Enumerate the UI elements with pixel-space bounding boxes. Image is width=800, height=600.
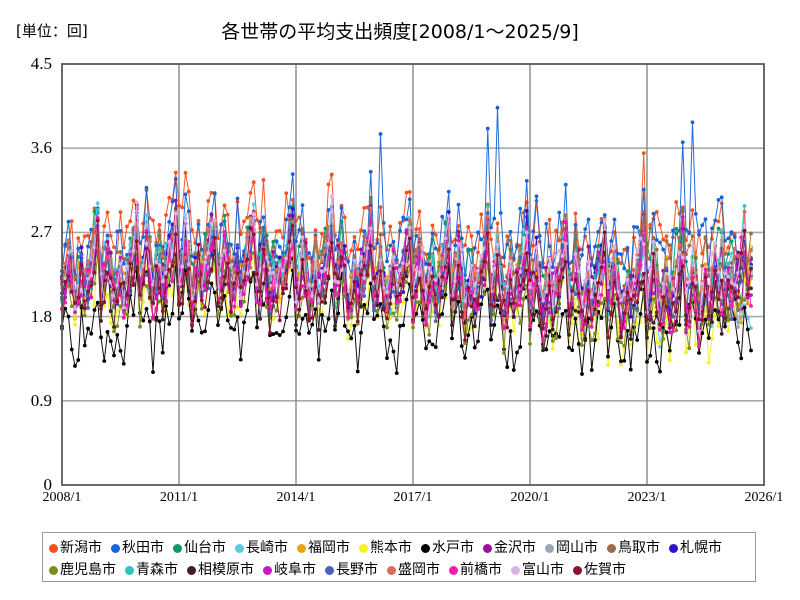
legend-marker-icon [387,565,396,575]
legend-item-前橋市[interactable]: 前橋市 [449,563,502,577]
y-tick-label: 1.8 [30,306,52,326]
legend-marker-icon [297,543,306,553]
legend-label: 札幌市 [680,540,722,556]
legend-item-長野市[interactable]: 長野市 [325,563,378,577]
legend-item-札幌市[interactable]: 札幌市 [669,541,722,555]
legend-label: 青森市 [136,562,178,578]
legend-item-佐賀市[interactable]: 佐賀市 [573,563,626,577]
legend-label: 鹿児島市 [60,562,116,578]
legend-row-2: 鹿児島市 青森市 相模原市 岐阜市 長野市 盛岡市 前橋市 富山市 佐賀市 [49,559,749,581]
legend-label: 新潟市 [60,540,102,556]
legend-marker-icon [449,565,458,575]
legend-item-青森市[interactable]: 青森市 [125,563,178,577]
legend-item-熊本市[interactable]: 熊本市 [359,541,412,555]
legend-marker-icon [573,565,582,575]
legend: 新潟市 秋田市 仙台市 長崎市 福岡市 熊本市 水戸市 金沢市 岡山市 鳥取市 札幌市 鹿児島市 青森… [42,532,756,582]
legend-label: 長野市 [336,562,378,578]
legend-marker-icon [511,565,520,575]
unit-label: [単位：回] [16,22,88,40]
legend-marker-icon [49,565,58,575]
x-tick-label: 2017/1 [393,490,433,505]
legend-marker-icon [545,543,554,553]
chart-title: 各世帯の平均支出頻度[2008/1～2025/9] [221,21,579,43]
legend-marker-icon [125,565,134,575]
x-tick-label: 2020/1 [510,490,550,505]
legend-marker-icon [111,543,120,553]
legend-marker-icon [421,543,430,553]
x-tick-label: 2026/1 [744,490,784,505]
y-tick-label: 0 [43,475,53,494]
x-tick-label: 2014/1 [276,490,316,505]
legend-item-鹿児島市[interactable]: 鹿児島市 [49,563,116,577]
legend-item-盛岡市[interactable]: 盛岡市 [387,563,440,577]
legend-item-岐阜市[interactable]: 岐阜市 [263,563,316,577]
legend-label: 岡山市 [556,540,598,556]
legend-item-富山市[interactable]: 富山市 [511,563,564,577]
legend-item-岡山市[interactable]: 岡山市 [545,541,598,555]
legend-row-1: 新潟市 秋田市 仙台市 長崎市 福岡市 熊本市 水戸市 金沢市 岡山市 鳥取市 札幌市 [49,537,749,559]
legend-marker-icon [607,543,616,553]
legend-item-相模原市[interactable]: 相模原市 [187,563,254,577]
x-tick-label: 2023/1 [627,490,667,505]
legend-label: 仙台市 [184,540,226,556]
legend-label: 水戸市 [432,540,474,556]
legend-label: 鳥取市 [618,540,660,556]
y-tick-label: 3.6 [30,138,52,158]
legend-marker-icon [173,543,182,553]
legend-label: 熊本市 [370,540,412,556]
legend-item-新潟市[interactable]: 新潟市 [49,541,102,555]
legend-item-福岡市[interactable]: 福岡市 [297,541,350,555]
legend-marker-icon [49,543,58,553]
legend-label: 相模原市 [198,562,254,578]
x-tick-label: 2008/1 [42,490,82,505]
legend-marker-icon [359,543,368,553]
legend-label: 佐賀市 [584,562,626,578]
legend-item-水戸市[interactable]: 水戸市 [421,541,474,555]
legend-marker-icon [187,565,196,575]
legend-label: 福岡市 [308,540,350,556]
y-tick-label: 2.7 [30,222,52,242]
legend-marker-icon [235,543,244,553]
legend-item-秋田市[interactable]: 秋田市 [111,541,164,555]
legend-label: 秋田市 [122,540,164,556]
legend-label: 金沢市 [494,540,536,556]
legend-item-仙台市[interactable]: 仙台市 [173,541,226,555]
legend-item-長崎市[interactable]: 長崎市 [235,541,288,555]
legend-marker-icon [325,565,334,575]
legend-label: 盛岡市 [398,562,440,578]
legend-label: 長崎市 [246,540,288,556]
legend-marker-icon [263,565,272,575]
y-tick-label: 4.5 [30,54,52,73]
y-tick-label: 0.9 [30,390,52,410]
legend-marker-icon [483,543,492,553]
legend-label: 岐阜市 [274,562,316,578]
legend-item-金沢市[interactable]: 金沢市 [483,541,536,555]
legend-item-鳥取市[interactable]: 鳥取市 [607,541,660,555]
legend-label: 富山市 [522,562,564,578]
legend-marker-icon [669,543,678,553]
x-tick-label: 2011/1 [159,490,199,505]
legend-label: 前橋市 [460,562,502,578]
